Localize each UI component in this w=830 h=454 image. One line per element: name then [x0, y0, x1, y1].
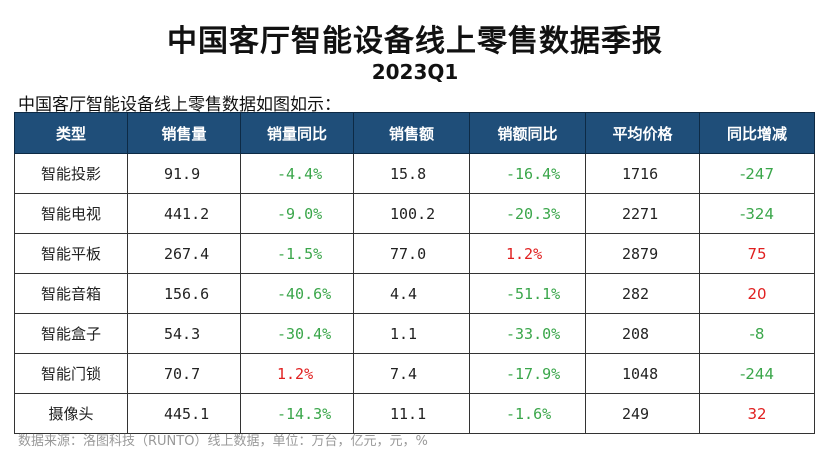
cell-type: 智能电视	[14, 193, 128, 234]
cell-volume-yoy: 1.2%	[240, 353, 354, 394]
table-row: 智能投影 91.9 -4.4% 15.8 -16.4% 1716 -247	[14, 153, 815, 194]
header-type: 类型	[14, 112, 128, 154]
table-header-row: 类型 销售量 销量同比 销售额 销额同比 平均价格 同比增减	[14, 112, 815, 154]
cell-volume-yoy: -30.4%	[240, 313, 354, 354]
cell-revenue: 7.4	[353, 353, 470, 394]
cell-avg-price: 2271	[585, 193, 700, 234]
cell-revenue-yoy: -16.4%	[469, 153, 586, 194]
intro-text: 中国客厅智能设备线上零售数据如图如示：	[18, 95, 341, 115]
cell-revenue-yoy: -17.9%	[469, 353, 586, 394]
table-row: 摄像头 445.1 -14.3% 11.1 -1.6% 249 32	[14, 393, 815, 434]
header-revenue: 销售额	[353, 112, 470, 154]
cell-volume: 54.3	[127, 313, 241, 354]
table-row: 智能门锁 70.7 1.2% 7.4 -17.9% 1048 -244	[14, 353, 815, 394]
cell-avg-price: 249	[585, 393, 700, 434]
cell-avg-price: 1716	[585, 153, 700, 194]
cell-revenue-yoy: -51.1%	[469, 273, 586, 314]
cell-type: 摄像头	[14, 393, 128, 434]
cell-type: 智能门锁	[14, 353, 128, 394]
cell-price-change: 20	[699, 273, 815, 314]
cell-price-change: -244	[699, 353, 815, 394]
cell-avg-price: 208	[585, 313, 700, 354]
cell-price-change: 32	[699, 393, 815, 434]
cell-avg-price: 2879	[585, 233, 700, 274]
cell-type: 智能盒子	[14, 313, 128, 354]
cell-volume-yoy: -40.6%	[240, 273, 354, 314]
cell-volume-yoy: -1.5%	[240, 233, 354, 274]
cell-revenue: 15.8	[353, 153, 470, 194]
cell-volume: 70.7	[127, 353, 241, 394]
cell-revenue-yoy: -33.0%	[469, 313, 586, 354]
report-period: 2023Q1	[371, 60, 459, 84]
cell-volume: 267.4	[127, 233, 241, 274]
cell-revenue-yoy: -1.6%	[469, 393, 586, 434]
cell-revenue: 1.1	[353, 313, 470, 354]
header-revenue-yoy: 销额同比	[469, 112, 586, 154]
cell-revenue-yoy: 1.2%	[469, 233, 586, 274]
cell-price-change: -247	[699, 153, 815, 194]
report-title: 中国客厅智能设备线上零售数据季报	[167, 24, 663, 59]
cell-avg-price: 282	[585, 273, 700, 314]
header-volume-yoy: 销量同比	[240, 112, 354, 154]
header-price-change: 同比增减	[699, 112, 815, 154]
cell-type: 智能音箱	[14, 273, 128, 314]
table-row: 智能音箱 156.6 -40.6% 4.4 -51.1% 282 20	[14, 273, 815, 314]
cell-avg-price: 1048	[585, 353, 700, 394]
header-volume: 销售量	[127, 112, 241, 154]
cell-type: 智能平板	[14, 233, 128, 274]
cell-revenue: 100.2	[353, 193, 470, 234]
cell-volume: 156.6	[127, 273, 241, 314]
cell-volume: 441.2	[127, 193, 241, 234]
cell-volume: 91.9	[127, 153, 241, 194]
cell-volume: 445.1	[127, 393, 241, 434]
sales-table: 类型 销售量 销量同比 销售额 销额同比 平均价格 同比增减 智能投影 91.9-…	[14, 112, 815, 434]
cell-price-change: -324	[699, 193, 815, 234]
table-body: 智能投影 91.9 -4.4% 15.8 -16.4% 1716 -247 智能电视 441.2…	[14, 153, 815, 434]
header-avg-price: 平均价格	[585, 112, 700, 154]
table-row: 智能盒子 54.3 -30.4% 1.1 -33.0% 208 -8	[14, 313, 815, 354]
source-note: 数据来源：洛图科技（RUNTO）线上数据，单位：万台，亿元，元，%	[18, 434, 428, 449]
cell-volume-yoy: -9.0%	[240, 193, 354, 234]
cell-revenue: 77.0	[353, 233, 470, 274]
cell-volume-yoy: -14.3%	[240, 393, 354, 434]
cell-price-change: -8	[699, 313, 815, 354]
table-row: 智能电视 441.2 -9.0% 100.2 -20.3% 2271 -324	[14, 193, 815, 234]
cell-type: 智能投影	[14, 153, 128, 194]
cell-price-change: 75	[699, 233, 815, 274]
cell-revenue: 4.4	[353, 273, 470, 314]
table-row: 智能平板 267.4 -1.5% 77.0 1.2% 2879 75	[14, 233, 815, 274]
cell-revenue: 11.1	[353, 393, 470, 434]
cell-revenue-yoy: -20.3%	[469, 193, 586, 234]
cell-volume-yoy: -4.4%	[240, 153, 354, 194]
